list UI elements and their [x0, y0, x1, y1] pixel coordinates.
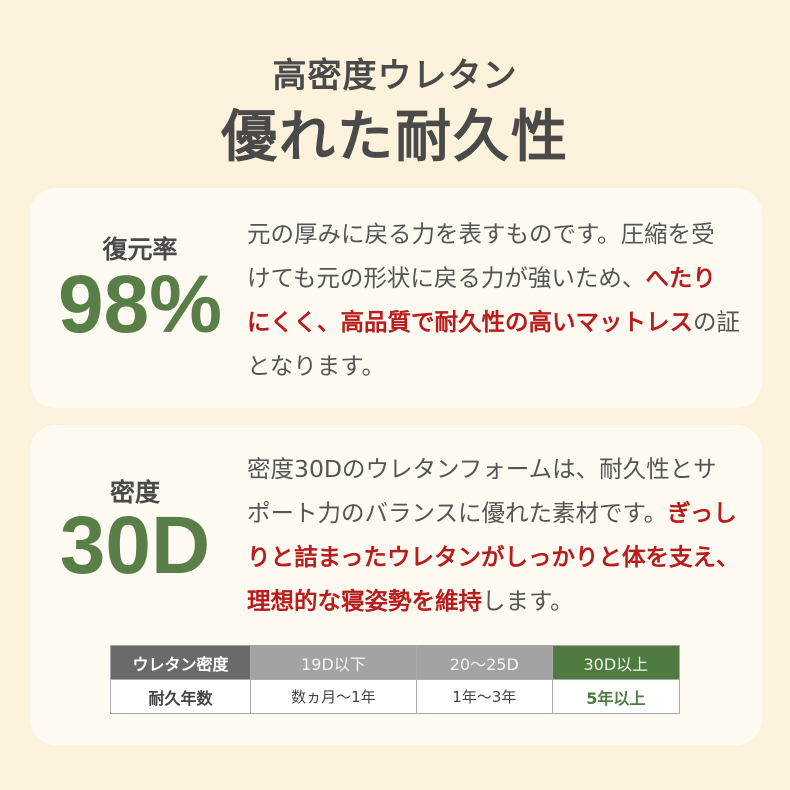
table-row: 耐久年数 数ヵ月～1年 1年～3年 5年以上 — [110, 679, 681, 714]
recovery-rate-description: 元の厚みに戻る力を表すものです。圧縮を受 けても元の形状に戻る力が強いため、へた… — [247, 212, 740, 388]
recovery-rate-value: 98% — [57, 259, 223, 350]
recovery-rate-card: 復元率 98% 元の厚みに戻る力を表すものです。圧縮を受 けても元の形状に戻る力… — [30, 188, 762, 408]
table-header-cell: 20～25D — [415, 645, 553, 680]
emphasis-text: にくく、高品質で耐久性の高いマットレス — [247, 308, 694, 336]
density-label: 密度 — [109, 478, 160, 507]
table-row-label: 耐久年数 — [110, 679, 251, 714]
density-value: 30D — [59, 500, 211, 591]
table-cell: 数ヵ月～1年 — [250, 679, 417, 714]
table-header-cell-highlight: 30D以上 — [551, 645, 681, 680]
emphasis-text: 理想的な寝姿勢を維持 — [247, 587, 482, 615]
density-description: 密度30Dのウレタンフォームは、耐久性とサ ポート力のバランスに優れた素材です。… — [247, 447, 740, 623]
text: となります。 — [247, 352, 385, 380]
table-header-row: ウレタン密度 19D以下 20～25D 30D以上 — [110, 645, 681, 680]
table-header-cell: 19D以下 — [250, 645, 417, 680]
text: ポート力のバランスに優れた素材です。 — [247, 499, 668, 527]
text: します。 — [482, 587, 574, 615]
table-cell-highlight: 5年以上 — [551, 679, 681, 714]
emphasis-text: りと詰まったウレタンがしっかりと体を支え、 — [247, 543, 740, 571]
emphasis-text: へたり — [645, 264, 716, 292]
text: けても元の形状に戻る力が強いため、 — [247, 264, 646, 292]
page-title: 優れた耐久性 — [221, 105, 569, 170]
recovery-rate-label: 復元率 — [102, 235, 178, 264]
text: 密度30Dのウレタンフォームは、耐久性とサ — [247, 455, 717, 483]
emphasis-text: ぎっし — [667, 499, 737, 527]
density-durability-table: ウレタン密度 19D以下 20～25D 30D以上 耐久年数 数ヵ月～1年 1年… — [110, 645, 681, 714]
table-cell: 1年～3年 — [415, 679, 553, 714]
density-card: 密度 30D 密度30Dのウレタンフォームは、耐久性とサ ポート力のバランスに優… — [30, 425, 762, 745]
table-header-cell: ウレタン密度 — [110, 645, 251, 680]
text: の証 — [693, 308, 741, 336]
text: 元の厚みに戻る力を表すものです。圧縮を受 — [247, 220, 715, 248]
subtitle: 高密度ウレタン — [272, 56, 518, 96]
